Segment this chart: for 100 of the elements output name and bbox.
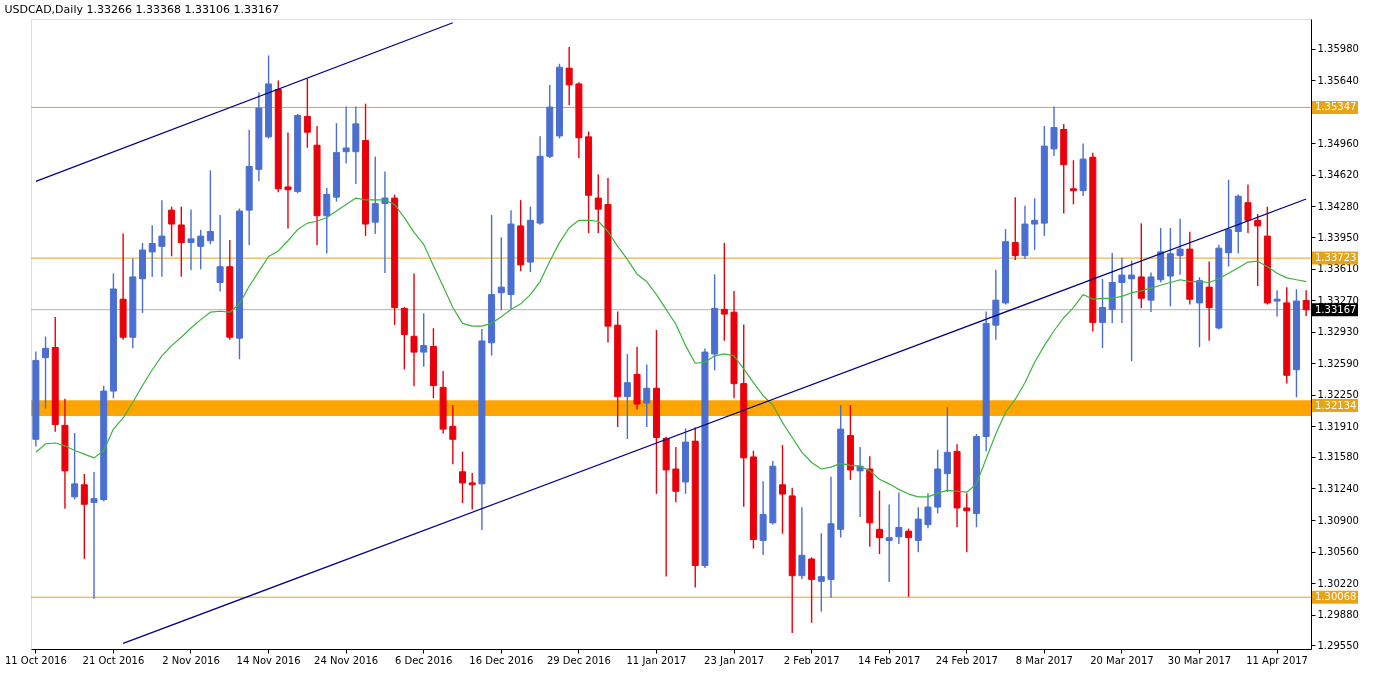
candlestick [808, 557, 816, 623]
candlestick [623, 354, 631, 440]
candlestick [1050, 106, 1058, 157]
candlestick [1302, 290, 1310, 317]
y-tick-label: 1.33270 [1317, 294, 1359, 306]
candlestick [168, 206, 176, 257]
candlestick [1273, 290, 1281, 317]
candlestick [420, 313, 428, 367]
candlestick [914, 507, 922, 553]
candlestick [1205, 261, 1213, 341]
candlestick [720, 242, 728, 341]
candlestick [90, 472, 98, 599]
x-tick-label: 20 Mar 2017 [1090, 654, 1154, 666]
y-tick-label: 1.31580 [1317, 451, 1359, 463]
candlestick [1118, 257, 1126, 324]
y-tick-label: 1.32930 [1317, 326, 1359, 338]
ref-line-label: 1.30068 [1315, 591, 1357, 603]
candlestick [1166, 227, 1174, 307]
y-tick-label: 1.32250 [1317, 389, 1359, 401]
candlestick [158, 200, 166, 277]
y-tick-label: 1.35640 [1317, 74, 1359, 86]
x-tick-label: 24 Nov 2016 [314, 654, 379, 666]
x-tick-label: 8 Mar 2017 [1015, 654, 1073, 666]
candlestick [565, 47, 573, 106]
candlestick [449, 405, 457, 465]
y-tick-label: 1.30220 [1317, 577, 1359, 589]
candlestick [1011, 197, 1019, 261]
candlestick [643, 364, 651, 428]
y-tick-label: 1.33610 [1317, 263, 1359, 275]
y-tick-label: 1.29880 [1317, 609, 1359, 621]
y-tick-label: 1.34620 [1317, 169, 1359, 181]
candlestick [342, 106, 350, 164]
y-tick-label: 1.35980 [1317, 43, 1359, 55]
candlestick [594, 174, 602, 234]
candlestick [1176, 218, 1184, 275]
y-tick-label: 1.31240 [1317, 482, 1359, 494]
candlestick [42, 336, 50, 409]
candlestick [672, 446, 680, 503]
candlestick [1137, 223, 1145, 309]
x-tick-label: 11 Apr 2017 [1246, 654, 1308, 666]
x-tick-label: 24 Feb 2017 [935, 654, 998, 666]
candlestick [459, 451, 467, 504]
candlestick [856, 446, 864, 518]
candlestick [71, 433, 79, 500]
candlestick [1195, 277, 1203, 348]
ref-line-label: 1.33167 [1315, 303, 1357, 315]
candlestick [187, 209, 195, 271]
candlestick [284, 132, 292, 229]
candlestick [895, 492, 903, 544]
candlestick [197, 229, 205, 270]
ref-line-label: 1.35347 [1315, 101, 1357, 113]
x-tick-label: 11 Jan 2017 [626, 654, 687, 666]
candlestick [80, 473, 88, 559]
x-tick-label: 14 Nov 2016 [236, 654, 301, 666]
candlestick [924, 493, 932, 529]
y-tick-label: 1.32590 [1317, 357, 1359, 369]
candlestick [963, 493, 971, 553]
candlestick [1147, 272, 1155, 312]
candlestick [303, 78, 311, 148]
y-tick-label: 1.30560 [1317, 546, 1359, 558]
y-tick-label: 1.34280 [1317, 200, 1359, 212]
candlestick [323, 188, 331, 254]
candlestick [216, 215, 224, 292]
x-tick-label: 2 Feb 2017 [783, 654, 840, 666]
candlestick [1244, 184, 1252, 234]
x-tick-label: 29 Dec 2016 [546, 654, 611, 666]
y-tick-label: 1.34960 [1317, 137, 1359, 149]
ref-line-label: 1.32134 [1315, 399, 1357, 411]
x-tick-label: 11 Oct 2016 [4, 654, 67, 666]
candlestick [779, 445, 787, 534]
y-tick-label: 1.30900 [1317, 514, 1359, 526]
candlestick [943, 407, 951, 492]
candlestick [1254, 214, 1262, 286]
ref-line-label: 1.33723 [1315, 252, 1357, 264]
candlestick [468, 472, 476, 510]
x-tick-label: 6 Dec 2016 [394, 654, 453, 666]
candlestick [875, 490, 883, 555]
chart-title: USDCAD,Daily 1.33266 1.33368 1.33106 1.33167 [4, 3, 279, 16]
y-tick-label: 1.31910 [1317, 420, 1359, 432]
candlestick [1031, 198, 1039, 250]
candlestick [905, 528, 913, 597]
x-tick-label: 14 Feb 2017 [858, 654, 921, 666]
candlestick [1128, 260, 1136, 362]
candlestick [206, 170, 214, 245]
candlestick [798, 507, 806, 580]
x-tick-label: 2 Nov 2016 [162, 654, 220, 666]
x-tick-label: 16 Dec 2016 [469, 654, 534, 666]
candlestick [177, 206, 185, 277]
x-tick-label: 23 Jan 2017 [704, 654, 765, 666]
candlestick [885, 504, 893, 582]
x-tick-label: 21 Oct 2016 [82, 654, 145, 666]
candlestick [371, 156, 379, 235]
candlestick [381, 171, 389, 273]
x-tick-label: 30 Mar 2017 [1167, 654, 1232, 666]
candlestick [1225, 179, 1233, 267]
candlestick [410, 273, 418, 387]
candlestick [1069, 160, 1077, 205]
candlestick [817, 533, 825, 612]
candlestick [148, 225, 156, 277]
y-tick-label: 1.29550 [1317, 639, 1359, 651]
